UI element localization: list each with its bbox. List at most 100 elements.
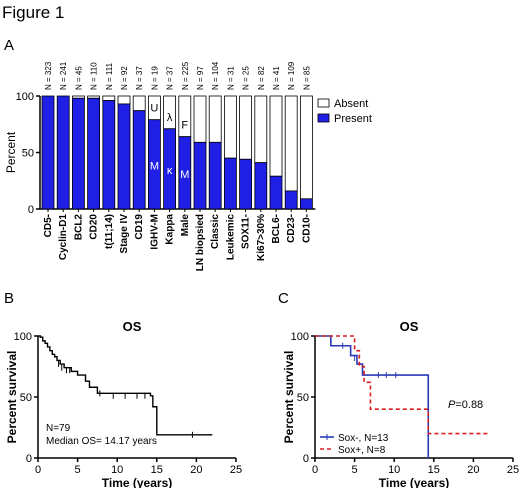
panel-a-bar-chart: 0 50 100 Percent N = 323 CD5- N = 241 Cyclin-D1… (4, 61, 372, 271)
bar-absent (299, 95, 313, 200)
p-value-label: P=0.88 (448, 399, 483, 411)
x-tick-label: 20 (190, 464, 202, 476)
bar-present (269, 175, 283, 210)
category-label: Classic (210, 214, 221, 249)
bar-absent (239, 95, 253, 160)
survival-curve-sox-pos (315, 335, 490, 435)
annotation-lower: M (150, 160, 159, 172)
n-label: N = 85 (302, 66, 311, 90)
x-tick-label: 10 (388, 464, 400, 476)
bar-absent (269, 95, 283, 177)
y-axis-label: Percent survival (5, 351, 19, 444)
category-label: Stage IV (119, 214, 130, 254)
n-label: N = 19 (150, 66, 159, 90)
y-tick-label: 100 (14, 331, 32, 343)
bar-present (41, 95, 55, 210)
panel-b-survival-plot: 0 50 100 0 5 10 15 20 25 Time (years) Percent surv… (5, 319, 242, 488)
y-axis-label: Percent survival (282, 351, 296, 444)
p-value-symbol: P (448, 399, 456, 411)
n-label: N = 97 (196, 66, 205, 90)
bar-absent (223, 95, 237, 159)
category-label: t(11;14) (104, 214, 115, 249)
category-label: Cyclin-D1 (58, 214, 69, 261)
legend-label-absent: Absent (334, 98, 368, 110)
panel-letter-a: A (4, 37, 14, 54)
n-label: N = 45 (74, 66, 83, 90)
bar-absent (193, 95, 207, 143)
category-label: Ki67>30% (256, 214, 267, 261)
n-label: N = 225 (181, 61, 190, 90)
panel-letter-c: C (278, 290, 289, 307)
legend-label-sox-pos: Sox+, N=8 (338, 445, 386, 456)
bar-present (208, 141, 222, 210)
n-label: N = 37 (166, 66, 175, 90)
bar-present (72, 97, 85, 210)
category-label: CD10- (301, 214, 312, 243)
bar-absent (254, 95, 268, 164)
x-tick-label: 0 (35, 464, 41, 476)
x-tick-label: 25 (507, 464, 519, 476)
category-label: Male (180, 214, 191, 237)
legend-label-present: Present (334, 113, 372, 125)
figure-title: Figure 1 (2, 3, 64, 22)
annotation-lower: M (180, 169, 189, 181)
note-n: N=79 (46, 423, 71, 434)
category-label: LN biopsied (195, 214, 206, 271)
bar-present (223, 157, 237, 210)
category-label: Leukemic (225, 214, 236, 261)
plot-title: OS (400, 319, 419, 334)
bar-present (56, 95, 70, 210)
y-tick-label: 0 (303, 453, 309, 465)
bar-absent (102, 95, 116, 101)
category-label: IGHV-M (149, 214, 160, 250)
x-tick-label: 0 (312, 464, 318, 476)
bar-present (299, 198, 313, 210)
category-label: CD19 (134, 214, 145, 240)
bar-absent (208, 95, 222, 143)
n-label: N = 41 (272, 66, 281, 90)
annotation-lower: κ (167, 165, 173, 177)
annotation-upper: F (181, 120, 188, 132)
x-tick-label: 5 (75, 464, 81, 476)
category-label: Kappa (165, 214, 176, 245)
panel-letter-b: B (4, 290, 14, 307)
x-tick-label: 15 (428, 464, 440, 476)
n-label: N = 241 (59, 61, 68, 90)
n-label: N = 31 (226, 66, 235, 90)
panel-c-survival-plot: 0 50 100 0 5 10 15 20 25 Time (years) Percent surv… (282, 319, 519, 488)
category-label: CD23- (286, 214, 297, 243)
note-median-os: Median OS= 14.17 years (46, 436, 157, 447)
category-label: BCL2 (73, 214, 84, 241)
legend-label-sox-neg: Sox-, N=13 (338, 433, 389, 444)
y-tick-label: 50 (20, 392, 32, 404)
y-tick-label: 100 (291, 331, 309, 343)
x-tick-label: 5 (352, 464, 358, 476)
p-value-number: =0.88 (455, 399, 483, 411)
bar-absent (117, 95, 131, 105)
n-label: N = 92 (120, 66, 129, 90)
annotation-upper: λ (167, 112, 173, 124)
plot-title: OS (123, 319, 142, 334)
y-tick-label: 50 (22, 148, 34, 160)
y-tick-label: 0 (26, 453, 32, 465)
bar-absent (284, 95, 298, 192)
x-tick-label: 10 (111, 464, 123, 476)
survival-curve-sox-neg (315, 335, 430, 458)
n-label: N = 82 (257, 66, 266, 90)
x-tick-label: 15 (151, 464, 163, 476)
bar-present (117, 103, 131, 210)
bar-present (87, 97, 100, 210)
bar-present (254, 162, 268, 210)
y-axis-label: Percent (4, 131, 18, 173)
category-label: SOX11- (241, 214, 252, 249)
x-tick-label: 25 (230, 464, 242, 476)
y-tick-label: 50 (297, 392, 309, 404)
category-label: CD5- (43, 214, 54, 237)
y-tick-label: 0 (28, 204, 34, 216)
x-axis-label: Time (years) (379, 476, 449, 488)
bar-present (102, 100, 116, 210)
bar-present (284, 190, 298, 210)
n-label: N = 104 (211, 61, 220, 90)
n-label: N = 25 (242, 66, 251, 90)
legend-swatch-present (317, 113, 330, 123)
